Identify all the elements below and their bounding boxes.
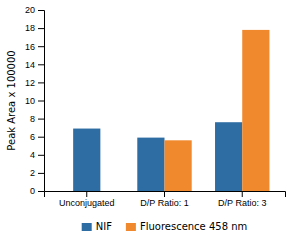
y-tick-mark [38,119,44,120]
legend-label: Fluorescence 458 nm [140,221,247,232]
y-tick-mark [38,82,44,83]
y-tick: 8 [30,114,44,124]
legend-item: Fluorescence 458 nm [126,221,247,232]
y-tick: 12 [25,78,44,88]
y-tick: 0 [30,186,44,196]
x-tick: D/P Ratio: 3 [218,191,266,208]
legend-item: NIF [82,221,112,232]
y-axis-title: Peak Area x 100000 [6,50,17,150]
x-axis: Unconjugated D/P Ratio: 1 D/P Ratio: 3 [45,191,286,208]
bar [242,30,269,191]
legend-label: NIF [96,221,112,232]
legend-swatch [82,223,92,231]
y-tick-mark [38,137,44,138]
legend-swatch [126,223,136,231]
y-tick: 20 [25,5,44,15]
y-axis-line [38,11,45,192]
y-tick-label: 16 [25,42,35,52]
y-tick-mark [38,46,44,47]
y-tick-label: 4 [30,150,35,160]
x-tick-label: Unconjugated [59,198,115,208]
x-tick: Unconjugated [59,191,115,208]
y-tick-label: 12 [25,78,35,88]
y-tick-mark [38,155,44,156]
y-tick-label: 18 [25,23,35,33]
bar [137,138,164,191]
y-tick: 2 [30,168,44,178]
y-tick: 16 [25,42,44,52]
y-tick: 6 [30,132,44,142]
x-tick-mark [242,191,243,197]
y-tick-label: 8 [30,114,35,124]
y-tick-mark [38,101,44,102]
y-tick-label: 20 [25,5,35,15]
x-tick-mark [164,191,165,197]
x-axis-line [45,192,286,198]
legend: NIF Fluorescence 458 nm [82,221,248,232]
y-tick: 4 [30,150,44,160]
bar [165,140,192,191]
bar [73,129,100,191]
y-tick-mark [38,191,44,192]
y-tick: 10 [25,96,44,106]
x-tick-mark [86,191,87,197]
bars [73,30,269,191]
y-tick-mark [38,64,44,65]
y-tick-mark [38,28,44,29]
x-tick-label: D/P Ratio: 1 [140,198,188,208]
y-tick-label: 2 [30,168,35,178]
y-tick: 18 [25,23,44,33]
x-tick: D/P Ratio: 1 [140,191,188,208]
y-tick-label: 6 [30,132,35,142]
y-tick-mark [38,173,44,174]
bar [215,122,242,191]
y-tick: 14 [25,60,44,70]
y-axis: 0 2 4 6 8 10 12 14 16 18 20 [25,5,45,196]
y-tick-label: 0 [30,186,35,196]
y-tick-mark [38,10,44,11]
x-tick-label: D/P Ratio: 3 [218,198,266,208]
chart: 0 2 4 6 8 10 12 14 16 18 20 Unconjugated D/P Ratio: … [0,0,295,237]
plot: 0 2 4 6 8 10 12 14 16 18 20 Unconjugated D/P Ratio: … [25,5,286,208]
y-tick-label: 10 [25,96,35,106]
y-tick-label: 14 [25,60,35,70]
